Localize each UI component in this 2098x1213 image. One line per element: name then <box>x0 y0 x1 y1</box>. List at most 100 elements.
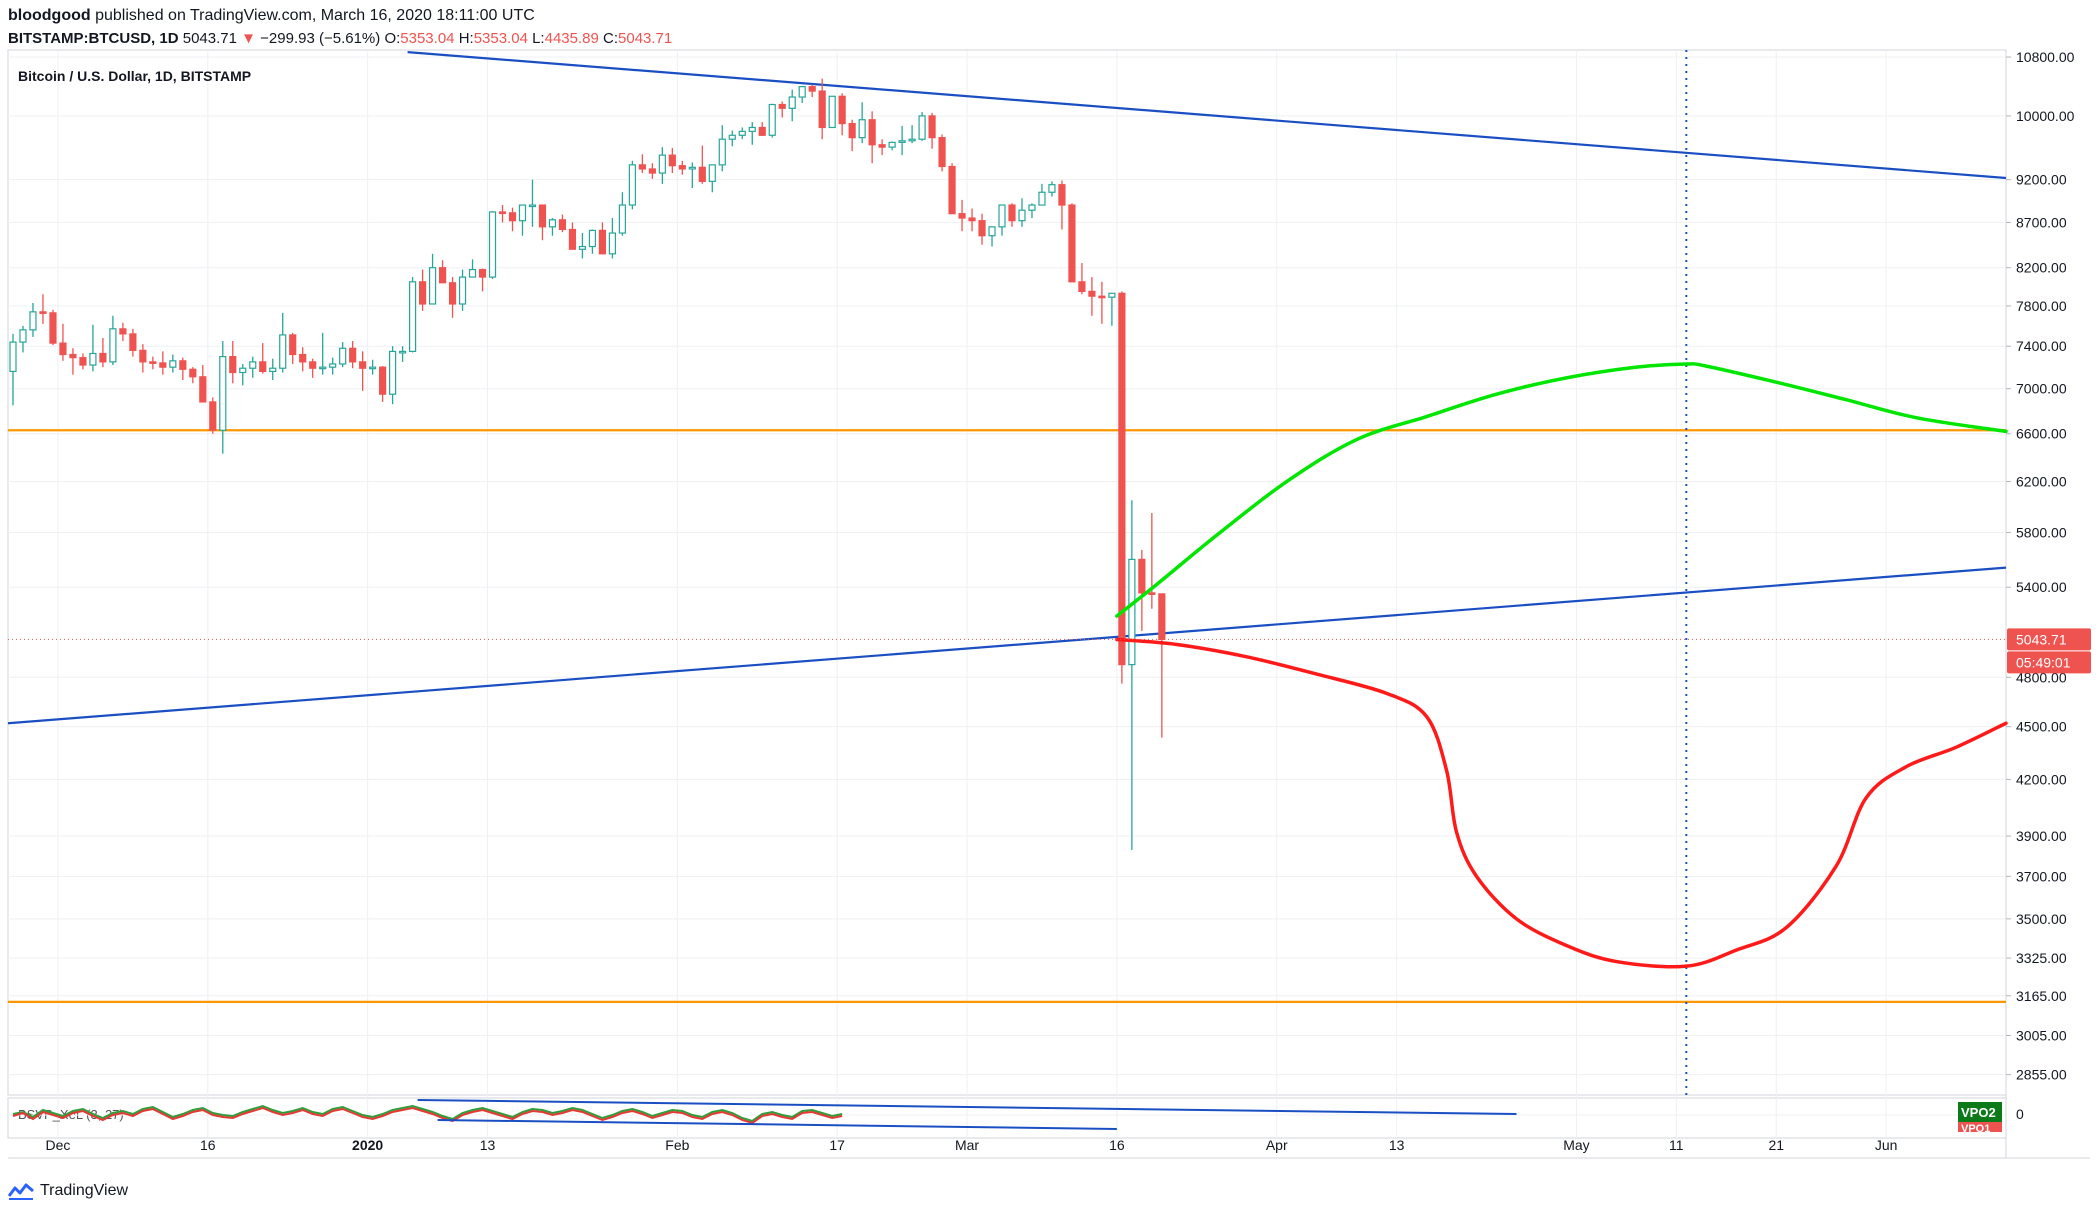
candle-down[interactable] <box>1098 295 1106 299</box>
candle-up[interactable] <box>918 115 926 140</box>
candle-up[interactable] <box>548 219 557 228</box>
candle-up[interactable] <box>888 141 896 148</box>
candle-up[interactable] <box>518 204 527 222</box>
symbol-label[interactable]: BITSTAMP:BTCUSD, 1D <box>8 30 179 47</box>
candle-down[interactable] <box>648 168 656 174</box>
candle-down[interactable] <box>1078 281 1086 292</box>
candle-up[interactable] <box>898 140 906 143</box>
candle-down[interactable] <box>39 311 47 314</box>
candle-up[interactable] <box>319 366 327 370</box>
candle-up[interactable] <box>588 229 597 248</box>
bullish-projection-path[interactable] <box>1115 362 2008 618</box>
candle-down[interactable] <box>448 282 457 305</box>
candle-up[interactable] <box>468 268 477 278</box>
candle-down[interactable] <box>159 362 167 368</box>
candle-down[interactable] <box>1008 204 1016 222</box>
candle-up[interactable] <box>1048 184 1056 193</box>
candle-up[interactable] <box>1038 191 1046 206</box>
candle-up[interactable] <box>339 347 347 365</box>
candle-up[interactable] <box>329 363 337 368</box>
trend-line[interactable] <box>7 566 2007 725</box>
candle-up[interactable] <box>798 86 806 98</box>
candle-down[interactable] <box>498 211 507 215</box>
tradingview-logo-icon[interactable] <box>8 1181 34 1201</box>
candle-up[interactable] <box>608 232 616 255</box>
candle-down[interactable] <box>678 165 686 170</box>
candle-up[interactable] <box>249 361 257 369</box>
candle-down[interactable] <box>229 356 237 374</box>
candle-down[interactable] <box>359 361 367 369</box>
candle-down[interactable] <box>1088 290 1096 297</box>
candle-down[interactable] <box>968 217 976 222</box>
candle-down[interactable] <box>698 166 706 182</box>
candle-up[interactable] <box>269 367 277 373</box>
candle-down[interactable] <box>758 126 766 136</box>
candle-up[interactable] <box>788 96 796 109</box>
candle-up[interactable] <box>718 138 726 166</box>
candle-up[interactable] <box>1128 558 1136 666</box>
candle-up[interactable] <box>29 311 37 331</box>
candle-down[interactable] <box>978 220 986 237</box>
candle-up[interactable] <box>618 204 626 234</box>
candle-down[interactable] <box>1158 593 1166 640</box>
candle-down[interactable] <box>129 333 137 351</box>
candle-down[interactable] <box>878 144 886 148</box>
candle-down[interactable] <box>1068 204 1076 283</box>
candle-down[interactable] <box>778 103 786 109</box>
candle-up[interactable] <box>908 138 916 142</box>
candle-down[interactable] <box>808 86 816 92</box>
candle-up[interactable] <box>9 341 17 373</box>
candle-up[interactable] <box>428 267 437 305</box>
candle-down[interactable] <box>668 154 676 167</box>
candle-up[interactable] <box>708 164 716 182</box>
candle-up[interactable] <box>1108 292 1116 298</box>
candle-down[interactable] <box>638 164 646 170</box>
candle-up[interactable] <box>399 350 407 354</box>
candle-down[interactable] <box>299 353 307 363</box>
candle-down[interactable] <box>558 219 567 231</box>
candle-down[interactable] <box>1118 292 1126 666</box>
candle-up[interactable] <box>279 334 287 369</box>
candle-down[interactable] <box>379 366 387 395</box>
candle-down[interactable] <box>848 122 856 139</box>
candle-down[interactable] <box>598 229 607 255</box>
oscillator-trend-line[interactable] <box>437 1119 1117 1130</box>
candle-down[interactable] <box>478 268 487 278</box>
candle-up[interactable] <box>1028 204 1036 211</box>
candle-up[interactable] <box>858 119 866 139</box>
candle-up[interactable] <box>219 356 227 431</box>
candle-up[interactable] <box>488 211 497 278</box>
candle-up[interactable] <box>408 281 417 352</box>
candle-down[interactable] <box>139 349 147 363</box>
candle-down[interactable] <box>349 347 357 363</box>
candle-up[interactable] <box>528 204 537 208</box>
candle-down[interactable] <box>948 165 956 215</box>
trend-line[interactable] <box>407 51 2007 180</box>
candle-down[interactable] <box>928 115 936 139</box>
candle-up[interactable] <box>998 204 1006 228</box>
candle-down[interactable] <box>259 361 267 373</box>
candle-down[interactable] <box>69 353 77 359</box>
candle-up[interactable] <box>628 164 636 206</box>
candle-up[interactable] <box>768 103 776 136</box>
candle-down[interactable] <box>119 328 127 335</box>
main-pane[interactable] <box>7 49 2007 1096</box>
oscillator-pane[interactable] <box>7 1097 2007 1139</box>
candle-up[interactable] <box>988 226 996 237</box>
candle-down[interactable] <box>79 357 87 366</box>
oscillator-trend-line[interactable] <box>417 1099 1517 1115</box>
candle-up[interactable] <box>658 154 666 174</box>
candle-down[interactable] <box>568 228 577 250</box>
candle-down[interactable] <box>309 361 317 369</box>
candle-down[interactable] <box>209 401 217 431</box>
candle-down[interactable] <box>818 90 826 129</box>
candle-down[interactable] <box>199 376 207 403</box>
candle-up[interactable] <box>748 126 756 132</box>
candle-up[interactable] <box>1018 209 1026 222</box>
candle-up[interactable] <box>688 166 696 170</box>
candle-down[interactable] <box>508 212 517 222</box>
candle-down[interactable] <box>538 204 547 228</box>
candle-down[interactable] <box>868 119 876 146</box>
candle-up[interactable] <box>578 245 587 250</box>
